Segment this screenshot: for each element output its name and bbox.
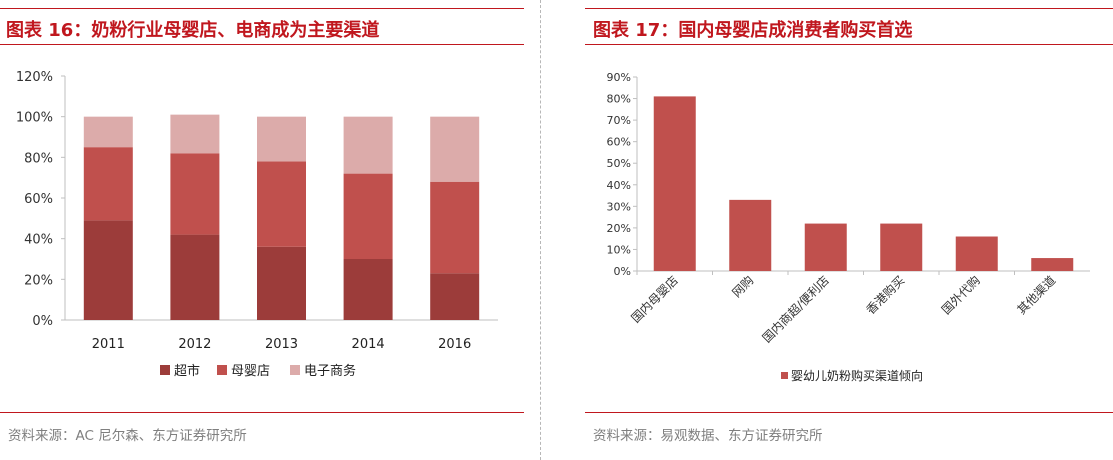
- chart-title: 图表 17：国内母婴店成消费者购买首选: [593, 20, 913, 41]
- bar: [1031, 258, 1074, 271]
- bar-segment-2: [430, 181, 480, 274]
- bar: [880, 223, 923, 271]
- x-tick-label: 2016: [438, 337, 471, 352]
- legend-swatch: [781, 372, 788, 379]
- y-tick-label: 100%: [16, 111, 53, 126]
- panel-divider: [540, 0, 541, 460]
- y-tick-label: 70%: [607, 114, 631, 127]
- bar-segment-3: [257, 116, 306, 162]
- bar-segment-3: [83, 116, 133, 148]
- bar-chart: 0% 10% 20% 30% 40% 50% 60% 70% 80% 90% 国内母婴店 网购 国内商超…: [607, 71, 1090, 383]
- bar-segment-3: [343, 116, 393, 174]
- legend-label: 超市: [174, 363, 200, 379]
- x-tick-label: 其他渠道: [1015, 273, 1059, 317]
- left-panel: 图表 16：奶粉行业母婴店、电商成为主要渠道 0% 20% 40% 60% 80% 100…: [0, 0, 524, 460]
- title-top-rule: [0, 8, 524, 9]
- x-tick-label: 国外代购: [938, 273, 983, 318]
- x-tick-label: 2013: [265, 337, 298, 352]
- x-tick-label: 2011: [92, 337, 125, 352]
- x-tick-label: 国内母婴店: [629, 273, 681, 325]
- bar: [804, 223, 847, 271]
- bar-segment-2: [170, 153, 220, 235]
- legend-label: 婴幼儿奶粉购买渠道倾向: [791, 368, 923, 383]
- source-top-rule: [585, 412, 1113, 413]
- y-tick-label: 20%: [607, 222, 631, 235]
- bar: [729, 199, 772, 271]
- bar-segment-3: [430, 116, 480, 182]
- x-tick-label: 国内商超/便利店: [759, 273, 832, 346]
- bar-segment-1: [257, 246, 306, 320]
- bar-segment-2: [257, 161, 306, 247]
- y-tick-label: 60%: [24, 192, 53, 207]
- bar-segment-1: [343, 259, 393, 320]
- y-tick-label: 40%: [24, 233, 53, 248]
- legend-label: 电子商务: [304, 363, 356, 379]
- legend-swatch: [290, 365, 300, 375]
- bar-segment-1: [170, 234, 220, 320]
- y-tick-label: 120%: [16, 70, 53, 85]
- y-tick-label: 20%: [24, 273, 53, 288]
- chart-title: 图表 16：奶粉行业母婴店、电商成为主要渠道: [6, 20, 380, 41]
- y-tick-label: 90%: [607, 71, 631, 84]
- y-tick-label: 0%: [614, 265, 631, 278]
- y-tick-label: 40%: [607, 179, 631, 192]
- bar-segment-2: [83, 147, 133, 221]
- legend-label: 母婴店: [231, 364, 270, 379]
- source-note: 资料来源：易观数据、东方证券研究所: [593, 428, 823, 444]
- y-tick-label: 30%: [607, 200, 631, 213]
- source-top-rule: [0, 412, 524, 413]
- bar: [653, 96, 696, 272]
- x-tick-label: 网购: [729, 273, 757, 301]
- y-tick-label: 80%: [24, 151, 53, 166]
- source-note: 资料来源：AC 尼尔森、东方证券研究所: [8, 428, 247, 444]
- bar-segment-2: [343, 173, 393, 259]
- title-bottom-rule: [0, 44, 524, 45]
- x-tick-label: 香港购买: [863, 273, 908, 318]
- bar: [955, 236, 998, 271]
- x-tick-label: 2014: [352, 337, 385, 352]
- title-bottom-rule: [585, 44, 1113, 45]
- legend-swatch: [160, 365, 170, 375]
- bar-segment-1: [430, 273, 480, 320]
- bar-segment-1: [83, 220, 133, 320]
- bar-segment-3: [170, 114, 220, 154]
- y-tick-label: 10%: [607, 243, 631, 256]
- y-tick-label: 50%: [607, 157, 631, 170]
- y-tick-label: 80%: [607, 93, 631, 106]
- stacked-bar-chart: 0% 20% 40% 60% 80% 100% 120% 2011 2012 2013 2014 20…: [16, 70, 498, 379]
- right-panel: 图表 17：国内母婴店成消费者购买首选 0% 10% 20% 30% 40% 50% 60%…: [585, 0, 1113, 460]
- legend-swatch: [217, 365, 227, 375]
- title-top-rule: [585, 8, 1113, 9]
- y-tick-label: 60%: [607, 136, 631, 149]
- x-tick-label: 2012: [178, 337, 211, 352]
- y-tick-label: 0%: [32, 314, 53, 329]
